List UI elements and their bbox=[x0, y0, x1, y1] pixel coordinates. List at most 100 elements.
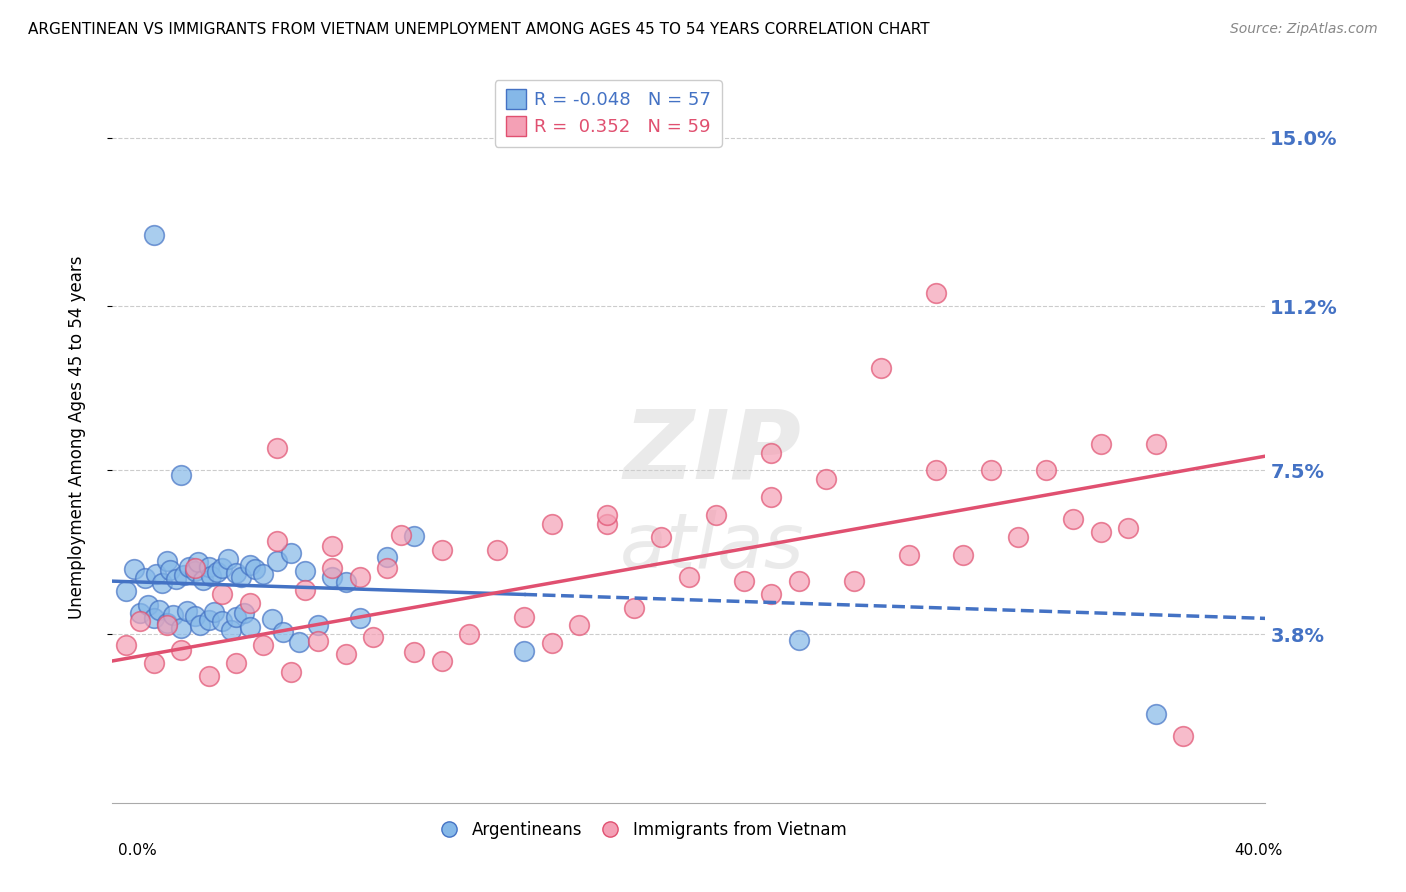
Point bbox=[252, 566, 274, 581]
Point bbox=[897, 548, 920, 562]
Point bbox=[321, 561, 343, 575]
Point bbox=[197, 614, 219, 628]
Point bbox=[136, 598, 159, 612]
Point bbox=[170, 621, 193, 635]
Point bbox=[1062, 512, 1084, 526]
Point bbox=[307, 634, 329, 648]
Point bbox=[761, 587, 783, 601]
Text: 40.0%: 40.0% bbox=[1234, 843, 1282, 858]
Y-axis label: Unemployment Among Ages 45 to 54 years: Unemployment Among Ages 45 to 54 years bbox=[67, 255, 86, 619]
Point bbox=[335, 574, 357, 589]
Point bbox=[187, 556, 209, 570]
Point bbox=[159, 563, 181, 577]
Point bbox=[335, 648, 357, 662]
Point bbox=[179, 559, 201, 574]
Point bbox=[239, 619, 262, 633]
Point bbox=[842, 574, 865, 589]
Point bbox=[1007, 530, 1029, 544]
Point bbox=[1090, 436, 1112, 450]
Point bbox=[184, 564, 207, 578]
Point bbox=[197, 669, 219, 683]
Point bbox=[124, 562, 146, 576]
Point bbox=[294, 564, 316, 578]
Point bbox=[129, 614, 152, 628]
Point bbox=[200, 569, 222, 583]
Point bbox=[870, 361, 893, 376]
Point bbox=[706, 508, 728, 522]
Point bbox=[513, 644, 536, 658]
Point bbox=[115, 583, 138, 598]
Text: Source: ZipAtlas.com: Source: ZipAtlas.com bbox=[1230, 22, 1378, 37]
Point bbox=[205, 565, 228, 579]
Point bbox=[787, 574, 810, 589]
Point bbox=[245, 562, 267, 576]
Point bbox=[239, 558, 262, 572]
Point bbox=[211, 561, 233, 575]
Point bbox=[925, 463, 948, 477]
Point bbox=[115, 639, 138, 653]
Point bbox=[1144, 707, 1167, 722]
Point bbox=[156, 618, 179, 632]
Point bbox=[404, 645, 426, 659]
Point bbox=[252, 639, 274, 653]
Point bbox=[142, 228, 165, 243]
Point bbox=[980, 463, 1002, 477]
Point bbox=[239, 596, 262, 610]
Point bbox=[188, 617, 211, 632]
Point bbox=[225, 610, 247, 624]
Point bbox=[170, 467, 193, 482]
Point bbox=[375, 561, 398, 575]
Point bbox=[184, 608, 207, 623]
Point bbox=[321, 539, 343, 553]
Point bbox=[787, 632, 810, 647]
Point bbox=[733, 574, 755, 589]
Point bbox=[1171, 729, 1194, 743]
Point bbox=[225, 566, 247, 580]
Point bbox=[129, 607, 152, 621]
Point bbox=[142, 656, 165, 670]
Point bbox=[349, 570, 371, 584]
Point bbox=[142, 611, 165, 625]
Point bbox=[156, 554, 179, 568]
Point bbox=[266, 441, 288, 455]
Point bbox=[288, 635, 311, 649]
Point bbox=[485, 543, 508, 558]
Point bbox=[197, 560, 219, 574]
Point bbox=[170, 643, 193, 657]
Point bbox=[219, 624, 242, 638]
Point bbox=[202, 605, 225, 619]
Text: ARGENTINEAN VS IMMIGRANTS FROM VIETNAM UNEMPLOYMENT AMONG AGES 45 TO 54 YEARS CO: ARGENTINEAN VS IMMIGRANTS FROM VIETNAM U… bbox=[28, 22, 929, 37]
Point bbox=[211, 587, 233, 601]
Point bbox=[225, 656, 247, 670]
Point bbox=[815, 472, 838, 486]
Point bbox=[176, 604, 198, 618]
Point bbox=[165, 572, 187, 586]
Point bbox=[162, 607, 184, 622]
Point bbox=[1116, 521, 1139, 535]
Point bbox=[568, 618, 591, 632]
Point bbox=[540, 636, 562, 650]
Point bbox=[321, 570, 343, 584]
Point bbox=[173, 568, 195, 582]
Point bbox=[430, 543, 453, 558]
Point bbox=[145, 567, 167, 582]
Point bbox=[430, 654, 453, 668]
Point bbox=[266, 554, 288, 568]
Point bbox=[595, 516, 617, 531]
Point bbox=[184, 561, 207, 575]
Point bbox=[280, 546, 302, 560]
Point bbox=[375, 549, 398, 564]
Point bbox=[952, 548, 974, 562]
Legend: Argentineans, Immigrants from Vietnam: Argentineans, Immigrants from Vietnam bbox=[433, 814, 853, 846]
Point bbox=[271, 625, 294, 640]
Point bbox=[623, 600, 645, 615]
Point bbox=[650, 530, 672, 544]
Point bbox=[458, 627, 481, 641]
Point bbox=[349, 611, 371, 625]
Point bbox=[513, 609, 536, 624]
Text: atlas: atlas bbox=[620, 510, 804, 583]
Point bbox=[761, 445, 783, 459]
Point bbox=[361, 630, 384, 644]
Point bbox=[678, 570, 700, 584]
Point bbox=[231, 570, 253, 584]
